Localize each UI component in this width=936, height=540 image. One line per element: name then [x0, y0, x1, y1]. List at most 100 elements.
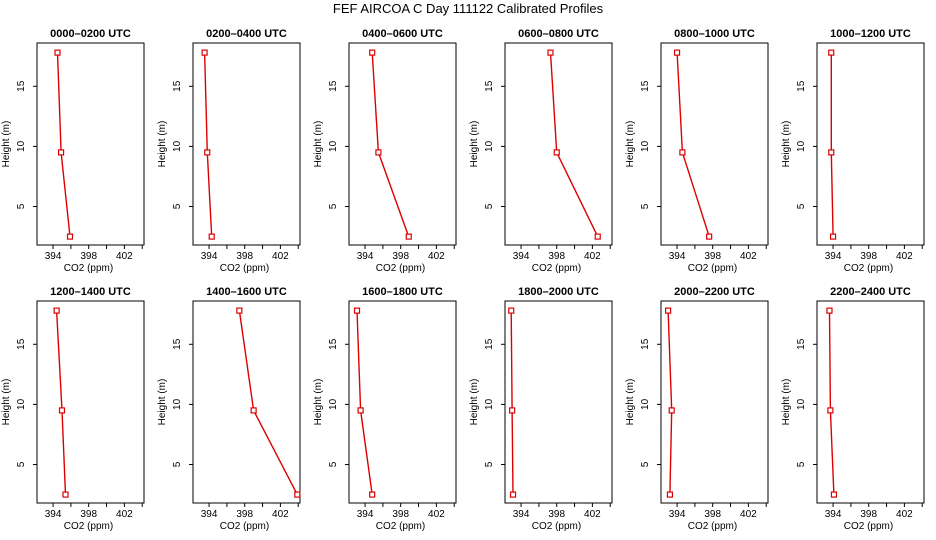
y-tick-label: 10 [484, 398, 495, 410]
y-tick-label: 10 [16, 140, 27, 152]
plot-frame [816, 42, 925, 246]
profile-point [828, 49, 835, 56]
y-tick-label: 5 [16, 461, 27, 467]
plot-frame [660, 42, 769, 246]
panel-1: 0000–0200 UTC 394 398 402 5 10 15 CO2 (ppm) Heig… [1, 28, 145, 274]
y-tick-label: 5 [796, 203, 807, 209]
plot-frame [192, 300, 301, 504]
x-axis-label: CO2 (ppm) [688, 521, 737, 532]
x-axis-label: CO2 (ppm) [844, 521, 893, 532]
y-axis-label: Height (m) [313, 121, 324, 168]
x-axis-label: CO2 (ppm) [376, 263, 425, 274]
x-tick-label: 402 [116, 251, 133, 262]
x-tick-label: 402 [896, 509, 913, 520]
profile-point [826, 307, 833, 314]
x-tick-label: 398 [236, 509, 253, 520]
x-tick-label: 402 [740, 251, 757, 262]
panel-12: 2200–2400 UTC 394 398 402 5 10 15 CO2 (ppm) Heig… [781, 286, 925, 532]
panel-8: 1400–1600 UTC 394 398 402 5 10 15 CO2 (ppm) Heig… [157, 286, 301, 532]
x-tick-label: 398 [392, 251, 409, 262]
x-tick-label: 402 [896, 251, 913, 262]
profile-point [369, 49, 376, 56]
x-tick-label: 394 [45, 251, 62, 262]
profile-point [53, 307, 60, 314]
y-axis-label: Height (m) [157, 121, 168, 168]
profile-line [667, 310, 673, 495]
profile-point [665, 307, 672, 314]
y-tick-label: 5 [640, 461, 651, 467]
panel-6: 1000–1200 UTC 394 398 402 5 10 15 CO2 (ppm) Heig… [781, 28, 925, 274]
profile-line [238, 310, 298, 495]
y-axis-label: Height (m) [781, 121, 792, 168]
x-tick-label: 394 [669, 251, 686, 262]
y-axis-label: Height (m) [625, 121, 636, 168]
x-tick-label: 394 [513, 251, 530, 262]
plot-frame [348, 42, 457, 246]
panel-2: 0200–0400 UTC 394 398 402 5 10 15 CO2 (ppm) Heig… [157, 28, 301, 274]
x-tick-label: 398 [860, 509, 877, 520]
y-tick-label: 5 [328, 461, 339, 467]
y-tick-label: 5 [796, 461, 807, 467]
panel-title: 1000–1200 UTC [830, 28, 911, 40]
profile-point [666, 491, 674, 498]
x-axis-label: CO2 (ppm) [64, 263, 113, 274]
x-tick-label: 402 [428, 251, 445, 262]
x-axis-label: CO2 (ppm) [220, 521, 269, 532]
panel-title: 0000–0200 UTC [50, 28, 131, 40]
profile-line [55, 310, 67, 495]
x-tick-label: 398 [860, 251, 877, 262]
x-tick-label: 394 [513, 509, 530, 520]
x-tick-label: 402 [584, 509, 601, 520]
y-tick-label: 10 [796, 398, 807, 410]
x-tick-label: 398 [80, 251, 97, 262]
panel-4: 0600–0800 UTC 394 398 402 5 10 15 CO2 (ppm) Heig… [469, 28, 613, 274]
y-tick-label: 15 [796, 80, 807, 92]
y-tick-label: 15 [172, 338, 183, 350]
panel-title: 0400–0600 UTC [362, 28, 443, 40]
y-axis-label: Height (m) [781, 379, 792, 426]
y-tick-label: 10 [640, 140, 651, 152]
x-tick-label: 402 [584, 251, 601, 262]
y-tick-label: 15 [16, 338, 27, 350]
y-axis-label: Height (m) [469, 121, 480, 168]
profile-line [356, 310, 373, 495]
y-tick-label: 10 [640, 398, 651, 410]
panel-title: 1800–2000 UTC [518, 286, 599, 298]
y-axis-label: Height (m) [469, 379, 480, 426]
figure-title: FEF AIRCOA C Day 111122 Calibrated Profi… [333, 1, 604, 16]
profile-point [204, 149, 211, 156]
x-tick-label: 398 [236, 251, 253, 262]
x-tick-label: 398 [548, 251, 565, 262]
x-tick-label: 394 [825, 251, 842, 262]
profile-point [357, 407, 364, 414]
y-tick-label: 10 [172, 398, 183, 410]
profile-point [62, 491, 69, 498]
profile-line [549, 52, 599, 237]
x-tick-label: 394 [201, 251, 218, 262]
y-tick-label: 15 [640, 338, 651, 350]
panel-title: 1600–1800 UTC [362, 286, 443, 298]
profile-point [58, 407, 66, 414]
y-tick-label: 10 [328, 398, 339, 410]
y-tick-label: 5 [640, 203, 651, 209]
x-tick-label: 394 [669, 509, 686, 520]
x-tick-label: 402 [116, 509, 133, 520]
profile-line [56, 52, 71, 237]
y-tick-label: 15 [484, 80, 495, 92]
x-tick-label: 398 [80, 509, 97, 520]
profile-point [250, 407, 257, 414]
profile-point [294, 491, 301, 498]
y-tick-label: 15 [328, 80, 339, 92]
x-tick-label: 394 [201, 509, 218, 520]
x-tick-label: 398 [548, 509, 565, 520]
profile-point [66, 233, 74, 240]
y-tick-label: 15 [328, 338, 339, 350]
y-axis-label: Height (m) [313, 379, 324, 426]
x-axis-label: CO2 (ppm) [532, 263, 581, 274]
profile-point [509, 491, 517, 498]
x-tick-label: 394 [357, 251, 374, 262]
y-tick-label: 10 [16, 398, 27, 410]
x-tick-label: 402 [272, 251, 289, 262]
plot-frame [504, 300, 613, 504]
